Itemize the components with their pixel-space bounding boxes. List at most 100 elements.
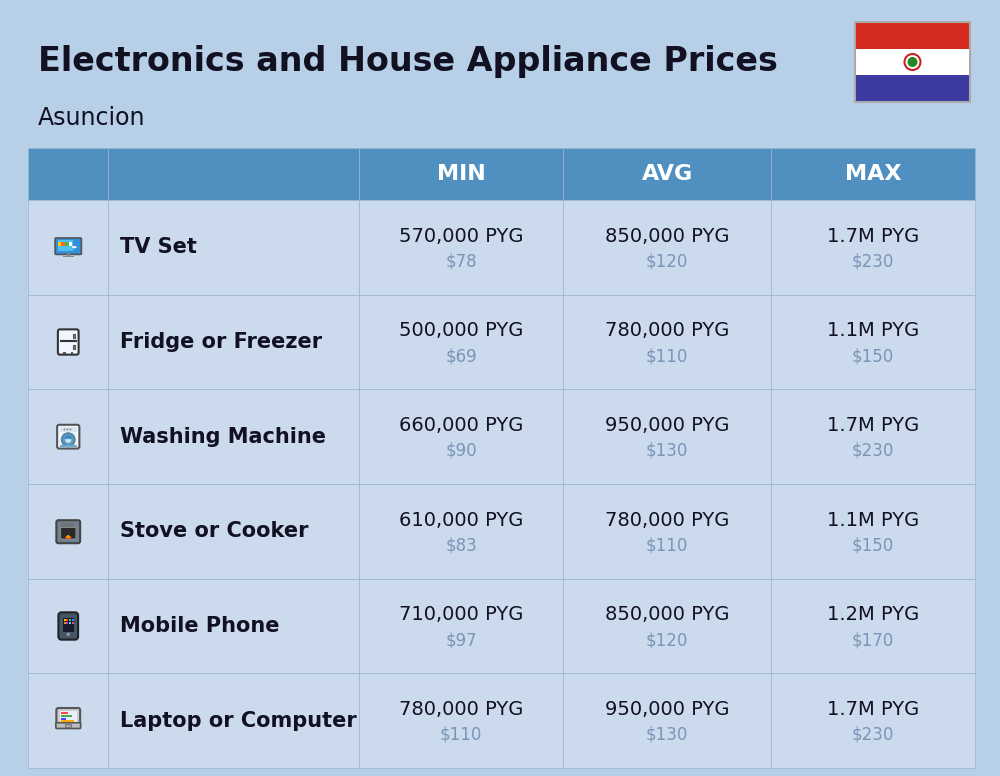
Text: 780,000 PYG: 780,000 PYG [605, 321, 729, 341]
Bar [66, 619, 68, 621]
Circle shape [67, 633, 69, 636]
FancyBboxPatch shape [57, 424, 79, 449]
Bar [771, 200, 975, 295]
Text: 660,000 PYG: 660,000 PYG [399, 416, 523, 435]
Bar [359, 148, 563, 200]
Circle shape [70, 428, 71, 431]
Bar [563, 148, 771, 200]
Bar [71, 352, 73, 354]
Bar [28, 295, 108, 390]
Bar [28, 148, 108, 200]
Text: $83: $83 [445, 536, 477, 554]
Bar [108, 295, 359, 390]
Bar [108, 579, 359, 674]
Text: Laptop or Computer: Laptop or Computer [120, 711, 357, 731]
Text: $78: $78 [445, 252, 477, 270]
FancyBboxPatch shape [55, 238, 81, 255]
Bar [61, 720, 74, 722]
FancyBboxPatch shape [58, 329, 79, 355]
Bar [61, 712, 68, 714]
Bar [64, 619, 66, 621]
Bar [60, 427, 77, 431]
Bar [359, 390, 563, 484]
Text: $110: $110 [646, 347, 688, 365]
Bar [563, 579, 771, 674]
Text: 850,000 PYG: 850,000 PYG [605, 605, 729, 625]
Text: 500,000 PYG: 500,000 PYG [399, 321, 523, 341]
Text: 570,000 PYG: 570,000 PYG [399, 227, 524, 246]
Bar [563, 674, 771, 768]
Bar [73, 334, 75, 338]
Circle shape [62, 524, 64, 526]
Bar [771, 295, 975, 390]
FancyBboxPatch shape [58, 612, 78, 639]
Bar [63, 618, 74, 632]
Bar [108, 674, 359, 768]
Bar [67, 254, 70, 256]
Text: Washing Machine: Washing Machine [120, 427, 326, 447]
Text: $130: $130 [646, 726, 688, 743]
Bar [61, 718, 66, 719]
Bar [359, 484, 563, 579]
Bar [58, 240, 73, 251]
Text: 1.7M PYG: 1.7M PYG [827, 227, 919, 246]
Bar [563, 200, 771, 295]
Bar [28, 200, 108, 295]
Text: $110: $110 [646, 536, 688, 554]
Text: 780,000 PYG: 780,000 PYG [605, 511, 729, 530]
Circle shape [65, 524, 67, 526]
Text: $230: $230 [852, 442, 894, 459]
Wedge shape [67, 535, 70, 538]
Bar [855, 49, 970, 75]
Text: $170: $170 [852, 631, 894, 649]
Bar [771, 579, 975, 674]
Bar [72, 619, 74, 621]
Text: Electronics and House Appliance Prices: Electronics and House Appliance Prices [38, 46, 778, 78]
Bar [108, 390, 359, 484]
Bar [66, 622, 68, 624]
Circle shape [63, 428, 65, 431]
Bar [563, 390, 771, 484]
Text: $230: $230 [852, 726, 894, 743]
Bar [63, 352, 66, 354]
Text: TV Set: TV Set [120, 237, 197, 258]
Text: Stove or Cooker: Stove or Cooker [120, 521, 309, 542]
Text: Fridge or Freezer: Fridge or Freezer [120, 332, 323, 352]
Bar [359, 200, 563, 295]
Text: 780,000 PYG: 780,000 PYG [399, 700, 523, 719]
Bar [61, 242, 65, 246]
Text: AVG: AVG [642, 164, 693, 184]
Text: $150: $150 [852, 536, 894, 554]
Bar [359, 579, 563, 674]
Text: 710,000 PYG: 710,000 PYG [399, 605, 523, 625]
Text: $150: $150 [852, 347, 894, 365]
Text: Asuncion: Asuncion [38, 106, 146, 130]
Bar [65, 242, 69, 246]
Circle shape [62, 434, 74, 445]
Text: 950,000 PYG: 950,000 PYG [605, 700, 729, 719]
Text: $90: $90 [445, 442, 477, 459]
Bar [108, 484, 359, 579]
Bar [58, 242, 61, 246]
Bar [771, 484, 975, 579]
Circle shape [68, 524, 70, 526]
FancyBboxPatch shape [56, 520, 80, 543]
Bar [69, 622, 71, 624]
Bar [28, 579, 108, 674]
Bar [771, 148, 975, 200]
Bar [359, 674, 563, 768]
Bar [63, 256, 74, 257]
Circle shape [64, 435, 72, 444]
FancyBboxPatch shape [56, 722, 81, 729]
Wedge shape [65, 535, 72, 539]
Text: 1.1M PYG: 1.1M PYG [827, 511, 919, 530]
Bar [69, 619, 71, 621]
Bar [60, 445, 77, 447]
Bar [855, 75, 970, 102]
Bar [28, 484, 108, 579]
Bar [28, 674, 108, 768]
Bar [359, 295, 563, 390]
FancyBboxPatch shape [60, 528, 76, 539]
Text: $130: $130 [646, 442, 688, 459]
Bar [65, 725, 71, 727]
